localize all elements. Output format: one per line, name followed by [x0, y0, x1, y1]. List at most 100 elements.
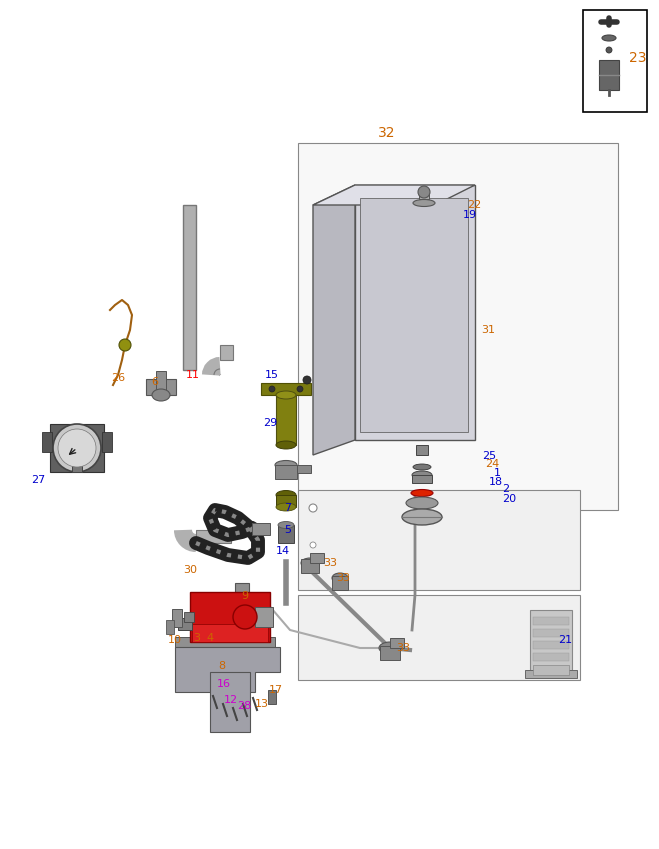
Bar — [252, 523, 270, 535]
Circle shape — [303, 376, 311, 384]
Polygon shape — [298, 595, 580, 680]
Polygon shape — [210, 672, 250, 732]
Ellipse shape — [412, 471, 432, 479]
Circle shape — [58, 429, 96, 467]
Text: 24: 24 — [485, 459, 499, 469]
Bar — [146, 379, 176, 395]
Bar — [380, 646, 400, 660]
Polygon shape — [360, 198, 468, 432]
Bar — [276, 495, 296, 507]
Ellipse shape — [406, 497, 438, 509]
Polygon shape — [298, 490, 580, 590]
Polygon shape — [50, 424, 104, 472]
Text: 13: 13 — [255, 699, 269, 709]
Bar — [235, 583, 249, 605]
Text: 33: 33 — [336, 573, 350, 583]
Bar — [416, 445, 428, 455]
Circle shape — [606, 47, 612, 53]
Text: 3: 3 — [194, 633, 200, 643]
Bar — [310, 553, 324, 563]
Polygon shape — [175, 647, 280, 692]
Bar — [220, 345, 233, 360]
Text: 9: 9 — [241, 591, 248, 601]
Bar — [301, 559, 319, 573]
Bar — [42, 432, 52, 452]
Text: 18: 18 — [489, 477, 503, 487]
Circle shape — [310, 542, 316, 548]
Bar — [533, 629, 569, 637]
Text: 17: 17 — [269, 685, 283, 695]
Text: 12: 12 — [224, 695, 238, 705]
Ellipse shape — [276, 441, 296, 449]
Ellipse shape — [276, 503, 296, 511]
Bar — [276, 395, 296, 445]
Text: 6: 6 — [152, 377, 159, 387]
Text: 2: 2 — [502, 484, 509, 494]
Ellipse shape — [275, 460, 297, 469]
Text: 8: 8 — [218, 661, 225, 671]
Polygon shape — [313, 185, 355, 455]
Text: 29: 29 — [263, 418, 277, 428]
Bar — [599, 60, 619, 90]
Text: 30: 30 — [183, 565, 197, 575]
Ellipse shape — [379, 642, 401, 654]
Text: 27: 27 — [31, 475, 45, 485]
Polygon shape — [313, 185, 475, 205]
Circle shape — [269, 386, 275, 392]
Text: 14: 14 — [276, 546, 290, 556]
Text: 28: 28 — [237, 701, 251, 711]
Bar — [525, 670, 577, 678]
Bar — [102, 432, 112, 452]
Ellipse shape — [152, 389, 170, 401]
Ellipse shape — [276, 391, 296, 399]
Bar — [178, 618, 192, 630]
Text: 25: 25 — [482, 451, 496, 461]
Polygon shape — [355, 185, 475, 440]
Text: 23: 23 — [629, 51, 646, 65]
Text: 22: 22 — [467, 200, 481, 210]
Bar — [390, 638, 404, 648]
Ellipse shape — [278, 521, 294, 528]
Bar — [175, 637, 275, 647]
Bar — [196, 530, 231, 543]
Bar — [72, 460, 82, 472]
Text: 19: 19 — [463, 210, 477, 220]
Text: 21: 21 — [558, 635, 572, 645]
Bar — [235, 593, 257, 605]
Bar — [533, 617, 569, 625]
Bar — [184, 612, 194, 622]
Ellipse shape — [602, 35, 616, 41]
Circle shape — [418, 186, 430, 198]
Bar — [583, 10, 647, 112]
Text: 33: 33 — [323, 558, 337, 568]
Text: 33: 33 — [396, 643, 410, 653]
Text: 16: 16 — [217, 679, 231, 689]
Bar — [183, 205, 196, 370]
Text: 15: 15 — [265, 370, 279, 380]
Bar — [533, 665, 569, 675]
Circle shape — [233, 605, 257, 629]
Text: 11: 11 — [186, 370, 200, 380]
Bar — [533, 653, 569, 661]
Circle shape — [53, 424, 101, 472]
Bar — [412, 475, 432, 483]
Bar — [533, 641, 569, 649]
Ellipse shape — [402, 509, 442, 525]
Ellipse shape — [411, 490, 433, 497]
Bar — [332, 576, 348, 590]
Text: 1: 1 — [494, 468, 500, 478]
Ellipse shape — [413, 464, 431, 470]
Bar — [255, 607, 273, 627]
Circle shape — [309, 504, 317, 512]
Bar — [166, 620, 174, 634]
Bar — [190, 592, 270, 642]
Text: 4: 4 — [206, 633, 214, 643]
Bar — [156, 371, 166, 395]
Polygon shape — [298, 143, 618, 510]
Bar — [192, 624, 268, 642]
Bar — [275, 465, 297, 479]
Ellipse shape — [413, 200, 435, 206]
Text: 7: 7 — [285, 503, 291, 513]
Circle shape — [297, 386, 303, 392]
Text: 32: 32 — [378, 126, 396, 140]
